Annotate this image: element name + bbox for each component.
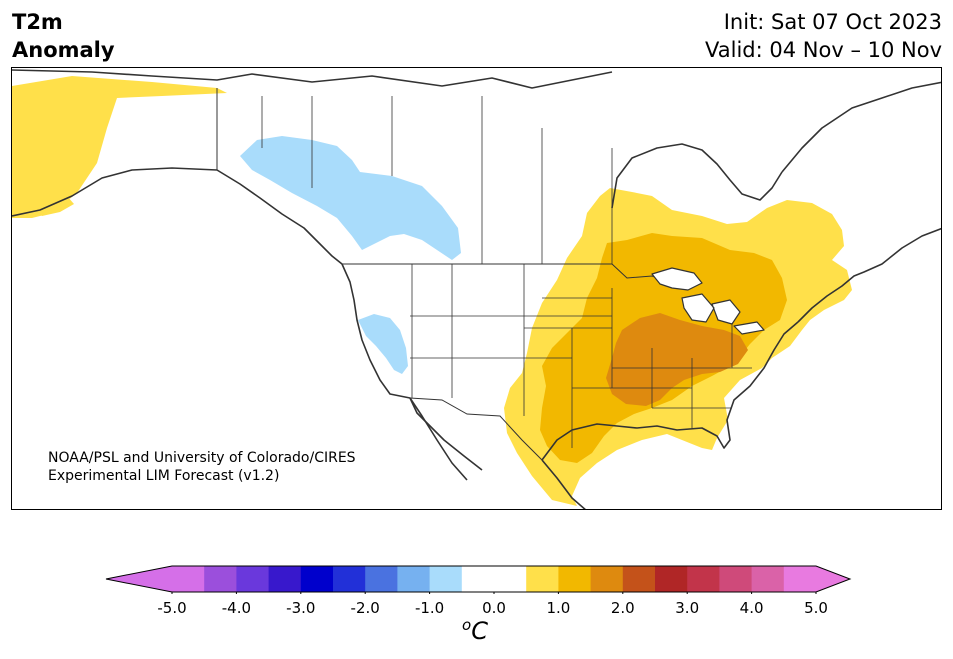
colorbar-segment bbox=[333, 566, 366, 592]
baja-coast bbox=[409, 397, 468, 481]
colorbar-segment bbox=[236, 566, 270, 592]
title-variable: T2m bbox=[12, 10, 63, 34]
colorbar-tick-label: 4.0 bbox=[739, 599, 764, 617]
credit-line-2: Experimental LIM Forecast (v1.2) bbox=[48, 468, 280, 484]
colorbar-segment bbox=[783, 566, 817, 592]
labrador-coast bbox=[781, 81, 941, 173]
colorbar-tick-label: -5.0 bbox=[157, 599, 187, 617]
west-cold-anomaly bbox=[358, 314, 408, 374]
anomaly-shading bbox=[12, 76, 852, 506]
colorbar-segment bbox=[172, 566, 205, 592]
colorbar bbox=[105, 565, 852, 594]
colorbar-segment bbox=[719, 566, 753, 592]
colorbar-tick-label: 3.0 bbox=[675, 599, 700, 617]
colorbar-tick-label: 1.0 bbox=[546, 599, 571, 617]
title-quantity: Anomaly bbox=[12, 38, 115, 62]
colorbar-tick-label: 2.0 bbox=[610, 599, 635, 617]
state-lines bbox=[410, 264, 752, 448]
canada-cold-anomaly bbox=[240, 136, 461, 260]
boundaries bbox=[216, 88, 752, 461]
gulf-coast bbox=[541, 321, 799, 461]
unit-letter: C bbox=[471, 617, 488, 645]
colorbar-segment bbox=[300, 566, 334, 592]
colorbar-segment bbox=[494, 566, 527, 592]
alaska-warm-fringe bbox=[32, 196, 74, 216]
arctic-coast bbox=[12, 69, 613, 89]
colorbar-segment bbox=[751, 566, 785, 592]
colorbar-segment bbox=[526, 566, 559, 592]
colorbar-segment bbox=[429, 566, 463, 592]
anomaly-map bbox=[12, 69, 941, 509]
colorbar-segment bbox=[268, 566, 302, 592]
forecast-dates: Init: Sat 07 Oct 2023 Valid: 04 Nov – 10… bbox=[705, 8, 942, 64]
colorbar-tick-label: -1.0 bbox=[414, 599, 445, 617]
colorbar-segment bbox=[622, 566, 656, 592]
colorbar-tick-label: 0.0 bbox=[482, 599, 506, 617]
unit-degree-symbol: o bbox=[462, 616, 472, 634]
credit-line-1: NOAA/PSL and University of Colorado/CIRE… bbox=[48, 450, 356, 466]
colorbar-under-arrow bbox=[106, 566, 172, 592]
colorbar-unit: oC bbox=[462, 616, 488, 645]
central-orange-anomaly bbox=[606, 313, 748, 406]
colorbar-tick-label: 5.0 bbox=[804, 599, 828, 617]
map-title: T2m Anomaly bbox=[12, 8, 115, 64]
alaska-south-coast bbox=[12, 167, 343, 265]
colorbar-segment bbox=[558, 566, 592, 592]
atlantic-coast bbox=[797, 227, 941, 323]
colorbar-segment bbox=[365, 566, 398, 592]
pacific-coast bbox=[341, 263, 483, 471]
canada-province-lines bbox=[261, 96, 613, 264]
alaska-warm-anomaly bbox=[12, 76, 227, 218]
colorbar-segment bbox=[397, 566, 431, 592]
colorbar-tick-label: -3.0 bbox=[286, 599, 316, 617]
colorbar-segment bbox=[687, 566, 720, 592]
valid-range: Valid: 04 Nov – 10 Nov bbox=[705, 38, 942, 62]
colorbar-segment bbox=[204, 566, 237, 592]
map-panel bbox=[11, 67, 942, 510]
us-mexico-border bbox=[409, 397, 543, 461]
credit-text: NOAA/PSL and University of Colorado/CIRE… bbox=[48, 449, 356, 485]
coastline bbox=[12, 69, 941, 509]
colorbar-segment bbox=[461, 566, 495, 592]
init-date: Init: Sat 07 Oct 2023 bbox=[723, 10, 942, 34]
colorbar-over-arrow bbox=[816, 566, 850, 592]
colorbar-segment bbox=[590, 566, 624, 592]
colorbar-tick-label: -4.0 bbox=[221, 599, 252, 617]
colorbar-segment bbox=[655, 566, 688, 592]
great-lakes bbox=[651, 267, 765, 335]
hudson-bay bbox=[611, 143, 783, 209]
colorbar-tick-label: -2.0 bbox=[350, 599, 380, 617]
mexico-gulf-coast bbox=[541, 459, 586, 509]
